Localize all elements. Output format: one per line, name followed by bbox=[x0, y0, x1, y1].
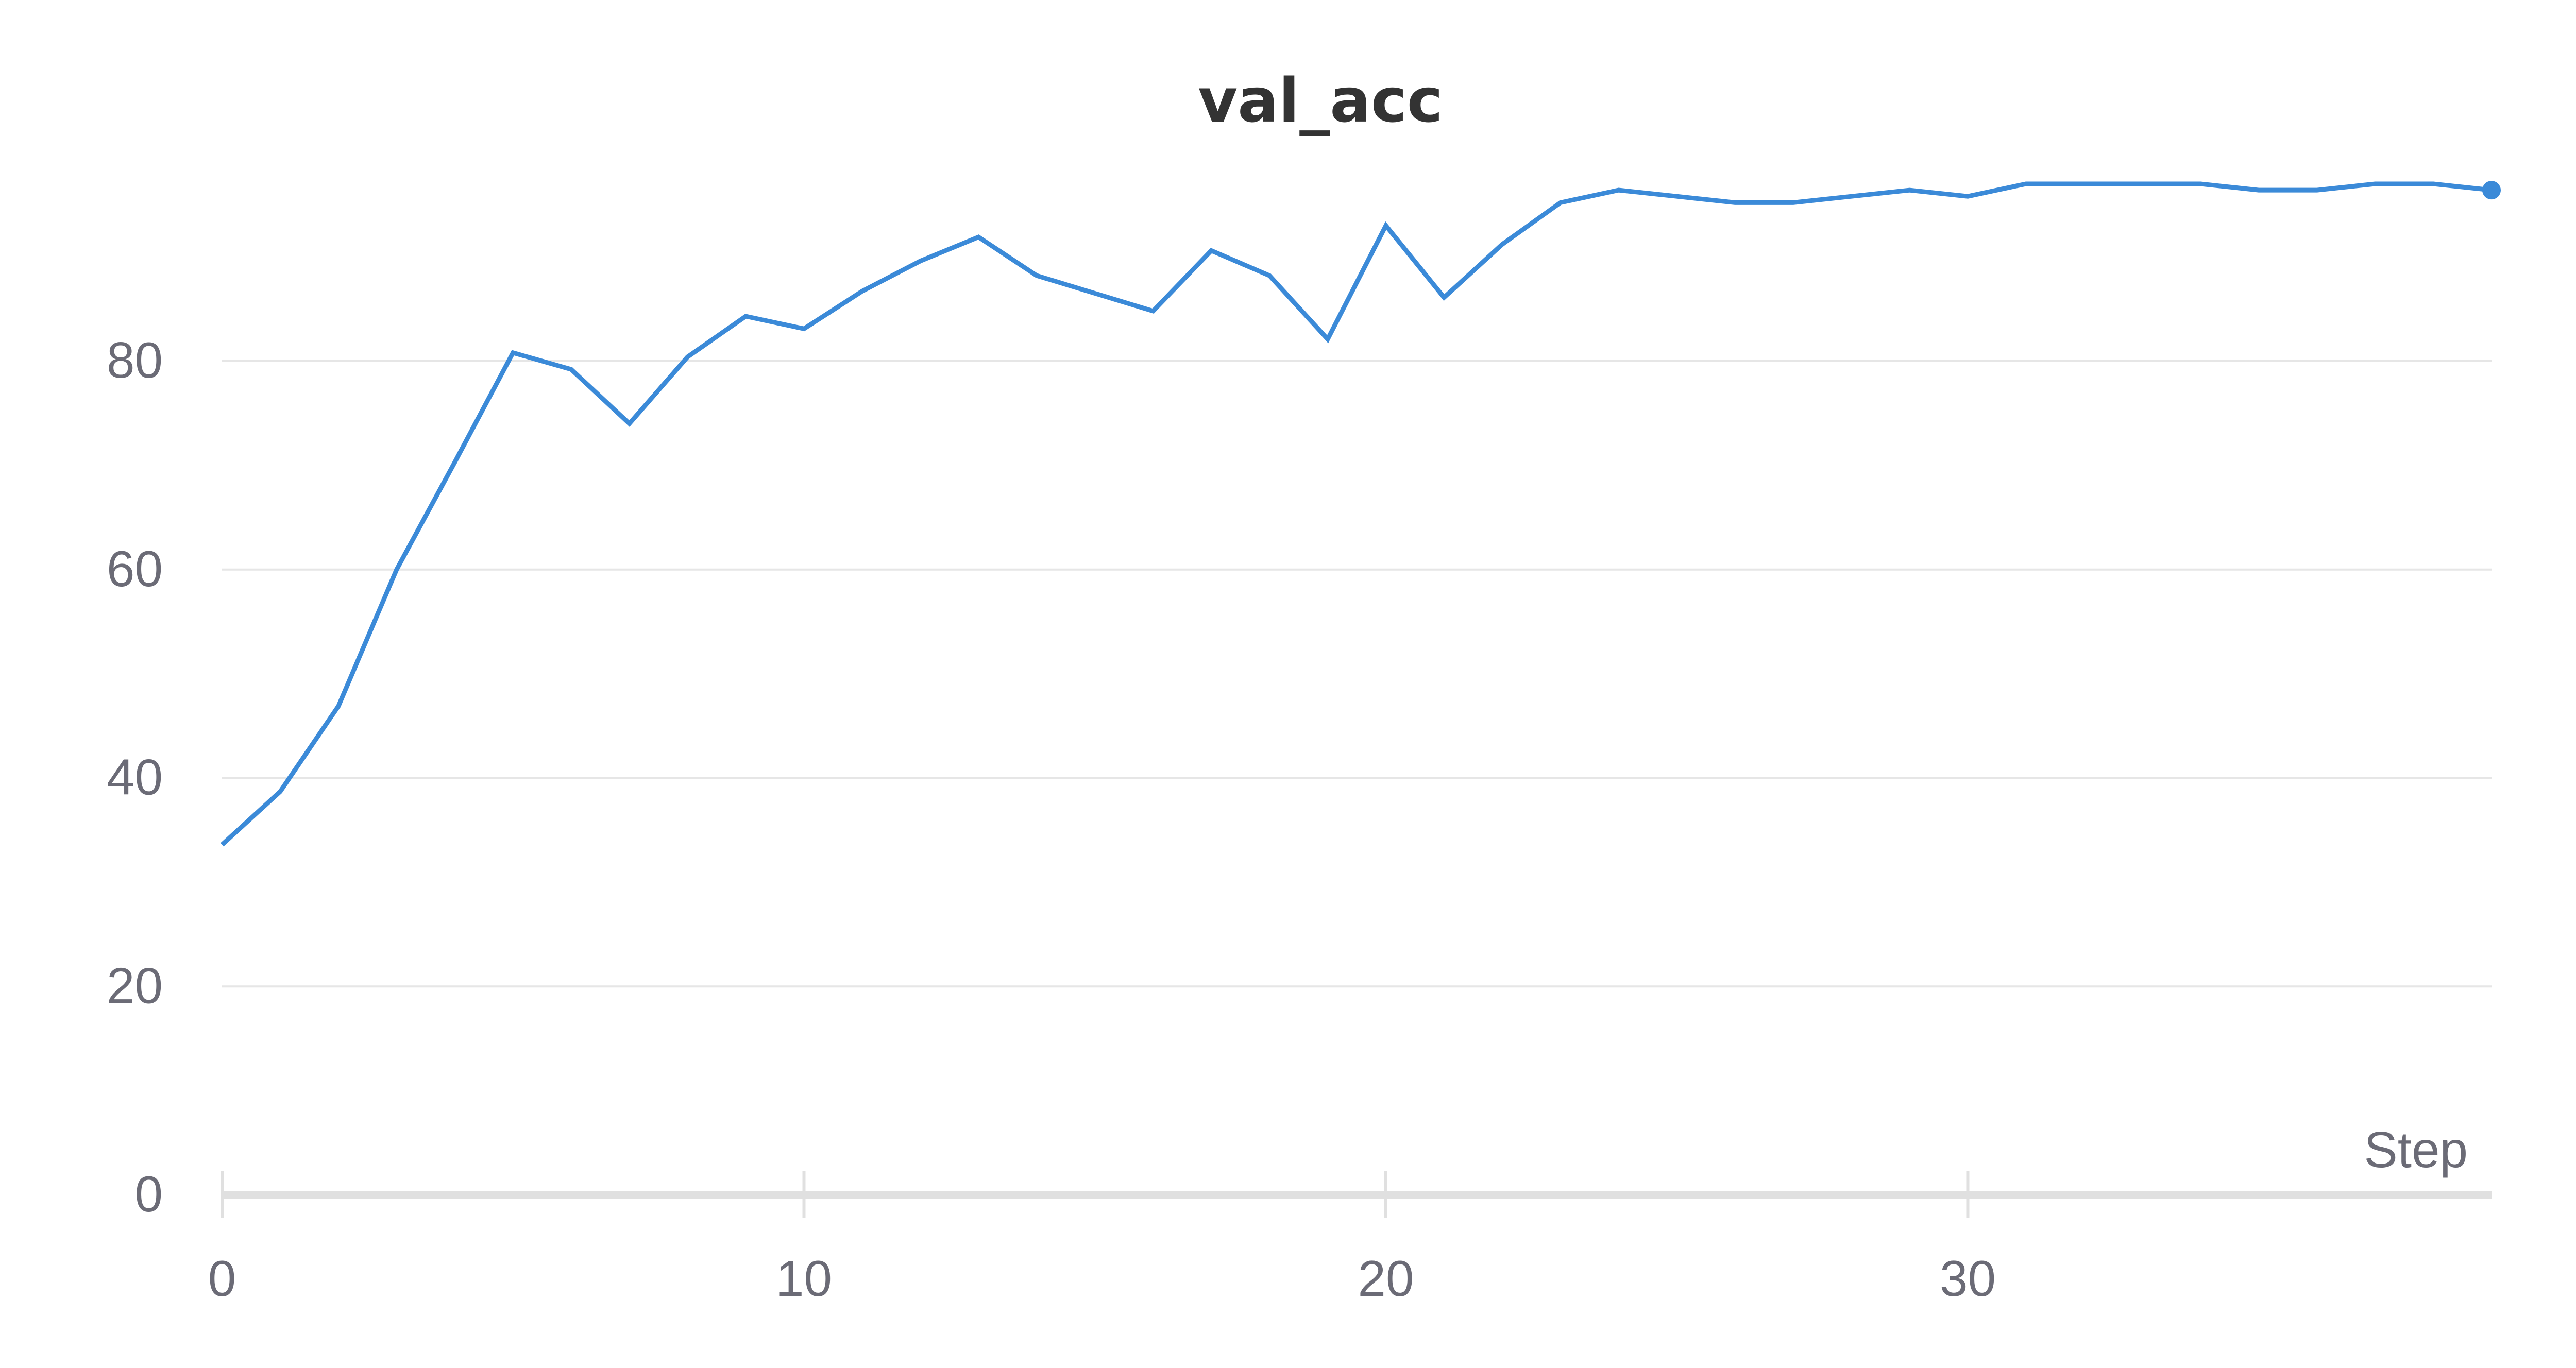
y-tick-label: 40 bbox=[107, 749, 163, 806]
series-line bbox=[220, 181, 2492, 847]
y-tick-label: 20 bbox=[107, 957, 163, 1014]
series-endpoint-marker bbox=[2482, 181, 2501, 200]
chart-title: val_acc bbox=[1198, 65, 1443, 136]
x-tick-label: 0 bbox=[208, 1250, 236, 1307]
x-tick-label: 20 bbox=[1358, 1250, 1414, 1307]
x-axis-title: Step bbox=[2364, 1121, 2468, 1178]
y-tick-label: 60 bbox=[107, 540, 163, 597]
series-layer bbox=[220, 181, 2501, 847]
y-tick-label: 0 bbox=[134, 1166, 163, 1222]
axes: 0 20 40 60 80 0 10 20 30 bbox=[107, 332, 2492, 1307]
y-tick-label: 80 bbox=[107, 332, 163, 388]
x-tick-label: 30 bbox=[1940, 1250, 1996, 1307]
x-tick-label: 10 bbox=[776, 1250, 832, 1307]
gridlines bbox=[222, 360, 2492, 988]
